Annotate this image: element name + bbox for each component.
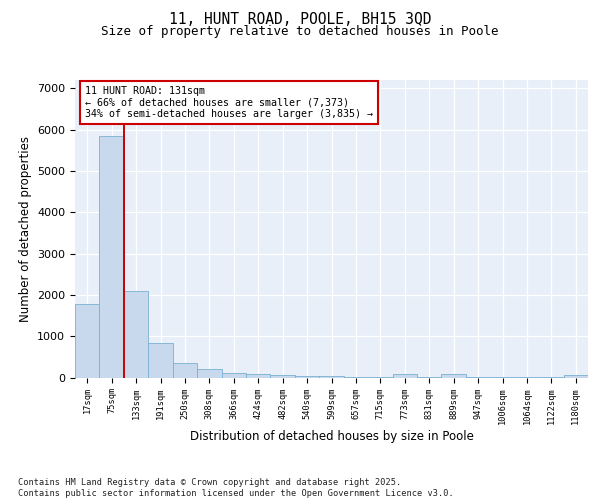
Bar bbox=[124, 290, 148, 378]
Bar bbox=[442, 374, 466, 378]
Text: 11, HUNT ROAD, POOLE, BH15 3QD: 11, HUNT ROAD, POOLE, BH15 3QD bbox=[169, 12, 431, 28]
Text: 11 HUNT ROAD: 131sqm
← 66% of detached houses are smaller (7,373)
34% of semi-de: 11 HUNT ROAD: 131sqm ← 66% of detached h… bbox=[85, 86, 373, 119]
Bar bbox=[417, 377, 442, 378]
Bar bbox=[173, 362, 197, 378]
Bar bbox=[221, 372, 246, 378]
Bar bbox=[344, 376, 368, 378]
Bar bbox=[246, 374, 271, 378]
Bar bbox=[100, 136, 124, 378]
Bar bbox=[392, 374, 417, 378]
Bar bbox=[75, 304, 100, 378]
Bar bbox=[563, 375, 588, 378]
Bar bbox=[271, 375, 295, 378]
Bar bbox=[148, 343, 173, 378]
Text: Size of property relative to detached houses in Poole: Size of property relative to detached ho… bbox=[101, 25, 499, 38]
Text: Contains HM Land Registry data © Crown copyright and database right 2025.
Contai: Contains HM Land Registry data © Crown c… bbox=[18, 478, 454, 498]
Bar bbox=[368, 377, 392, 378]
Bar bbox=[295, 376, 319, 378]
Bar bbox=[197, 368, 221, 378]
Y-axis label: Number of detached properties: Number of detached properties bbox=[19, 136, 32, 322]
X-axis label: Distribution of detached houses by size in Poole: Distribution of detached houses by size … bbox=[190, 430, 473, 442]
Bar bbox=[319, 376, 344, 378]
